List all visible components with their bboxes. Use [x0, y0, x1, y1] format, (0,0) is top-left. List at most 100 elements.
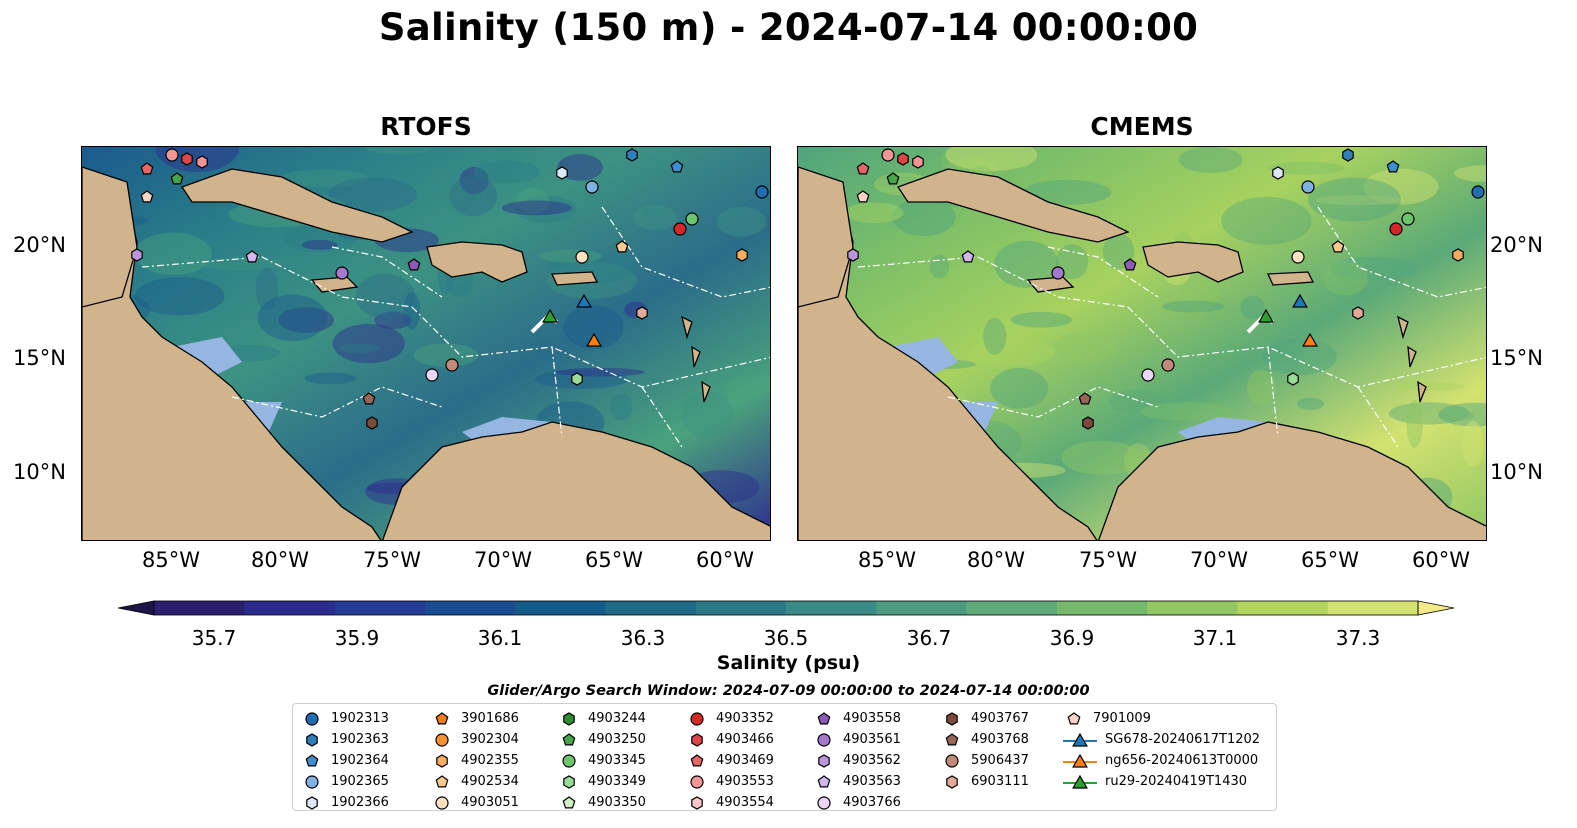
- eddy-feature: [610, 392, 633, 421]
- float-marker: [1291, 250, 1305, 264]
- float-marker: [366, 416, 378, 430]
- legend-entry: 4903352: [686, 708, 774, 729]
- y-tick-label: 20°N: [1490, 233, 1543, 257]
- landmass: [1397, 315, 1409, 340]
- float-marker: [615, 240, 629, 253]
- landmass: [701, 380, 711, 403]
- eddy-feature: [1267, 161, 1345, 175]
- colorbar-tick-label: 35.7: [191, 626, 237, 650]
- legend-marker-icon: [690, 711, 704, 726]
- legend-entry: 4903558: [813, 708, 901, 729]
- float-marker: [945, 753, 959, 768]
- colorbar-segment: [334, 601, 426, 615]
- legend-entry: 4903051: [431, 792, 519, 813]
- eddy-feature: [555, 367, 645, 377]
- colorbar-segment: [695, 601, 787, 615]
- float-marker: [847, 248, 859, 262]
- float-marker: [131, 248, 143, 262]
- eddy-feature: [1406, 400, 1423, 448]
- colorbar-segment: [966, 601, 1058, 615]
- x-tick-label: 75°W: [363, 548, 421, 572]
- float-marker: [562, 795, 576, 808]
- legend-label: 1902366: [331, 795, 389, 810]
- float-marker: [690, 774, 704, 789]
- eddy-feature: [1221, 196, 1312, 245]
- y-tick-label: 10°N: [13, 460, 66, 484]
- legend-label: 4903349: [588, 774, 646, 789]
- float-marker: [626, 148, 638, 162]
- colorbar-tick-label: 36.1: [477, 626, 523, 650]
- map-panel-rtofs[interactable]: [81, 146, 771, 541]
- colorbar-title: Salinity (psu): [716, 652, 861, 674]
- eddy-feature: [724, 376, 767, 399]
- float-marker: [946, 774, 958, 789]
- float-marker: [691, 795, 703, 810]
- colorbar-tick-label: 36.7: [906, 626, 952, 650]
- float-marker: [196, 155, 208, 169]
- eddy-feature: [413, 343, 479, 367]
- legend-marker-icon: [945, 732, 959, 745]
- eez-boundary: [231, 386, 443, 418]
- legend-entry: 4903767: [941, 708, 1029, 729]
- x-tick-label: 70°W: [1190, 548, 1248, 572]
- landmass: [896, 168, 1130, 243]
- map-panel-cmems[interactable]: [797, 146, 1487, 541]
- eddy-feature: [539, 249, 602, 263]
- float-marker: [585, 180, 599, 194]
- eddy-feature: [1330, 256, 1417, 281]
- legend-label: 4902534: [461, 774, 519, 789]
- eddy-feature: [716, 206, 767, 237]
- legend-label: 4903561: [843, 732, 901, 747]
- eddy-feature: [1102, 233, 1135, 270]
- float-marker: [170, 172, 184, 185]
- legend-entry: SG678-20240617T1202: [1063, 729, 1260, 750]
- legend-label: 4903466: [716, 732, 774, 747]
- colorbar-segment: [605, 601, 697, 615]
- eddy-feature: [1140, 402, 1234, 421]
- eddy-feature: [278, 307, 334, 333]
- legend-marker-icon: [305, 753, 319, 766]
- float-marker: [886, 172, 900, 185]
- eddy-feature: [365, 147, 432, 155]
- eddy-feature: [403, 291, 421, 330]
- legend-label: 4903766: [843, 795, 901, 810]
- float-marker: [1072, 774, 1088, 789]
- legend-entry: 4903554: [686, 792, 774, 813]
- eddy-feature: [1061, 440, 1143, 475]
- landmass: [681, 315, 693, 340]
- legend-marker-icon: [306, 795, 318, 810]
- legend-label: ng656-20240613T0000: [1105, 753, 1259, 768]
- float-marker: [1389, 222, 1403, 236]
- legend-label: 4903558: [843, 711, 901, 726]
- eddy-feature: [278, 169, 369, 188]
- float-marker: [912, 155, 924, 169]
- legend-entry: 4903553: [686, 771, 774, 792]
- float-marker: [576, 293, 592, 308]
- eddy-feature: [1388, 402, 1470, 425]
- legend-label: 4903767: [971, 711, 1029, 726]
- float-marker: [690, 711, 704, 726]
- legend-marker-icon: [306, 732, 318, 747]
- legend-label: 4903350: [588, 795, 646, 810]
- search-window-caption: Glider/Argo Search Window: 2024-07-09 00…: [487, 683, 1090, 699]
- legend-label: 4903554: [716, 795, 774, 810]
- legend-entry: 4903469: [686, 750, 774, 771]
- legend-marker-icon: [817, 732, 831, 747]
- float-marker: [1161, 358, 1175, 372]
- colorbar-segment: [876, 601, 968, 615]
- legend-marker-icon: [563, 711, 575, 726]
- landmass: [798, 166, 854, 308]
- legend-label: 4903768: [971, 732, 1029, 747]
- legend-marker-icon: [562, 795, 576, 808]
- legend-label: 6903111: [971, 774, 1029, 789]
- y-tick-label: 15°N: [1490, 346, 1543, 370]
- legend-entry: 1902363: [301, 729, 389, 750]
- eddy-feature: [515, 187, 550, 214]
- float-marker: [690, 753, 704, 766]
- float-marker: [1141, 368, 1155, 382]
- float-marker: [435, 732, 449, 747]
- legend-label: 3902304: [461, 732, 519, 747]
- legend-entry: 4903562: [813, 750, 901, 771]
- eddy-feature: [645, 208, 665, 220]
- legend-label: 4903051: [461, 795, 519, 810]
